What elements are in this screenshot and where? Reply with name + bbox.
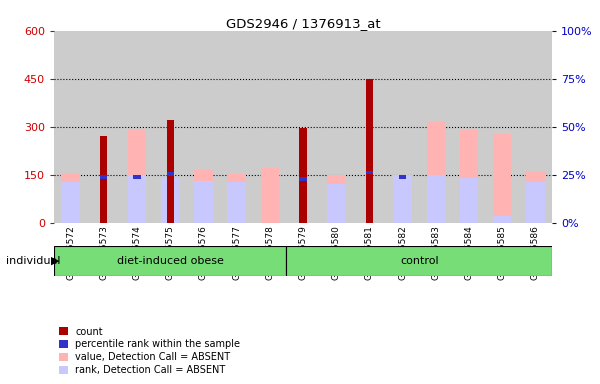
- Bar: [133, 175, 140, 179]
- Bar: [128, 175, 146, 223]
- Bar: [260, 168, 279, 223]
- Bar: [493, 216, 511, 223]
- Bar: [399, 175, 406, 179]
- Bar: [427, 175, 445, 223]
- Bar: [366, 170, 373, 174]
- Bar: [227, 174, 246, 223]
- Text: ▶: ▶: [51, 256, 59, 266]
- Bar: [286, 246, 552, 276]
- Bar: [460, 178, 478, 223]
- Bar: [327, 175, 346, 223]
- Text: individual: individual: [6, 256, 61, 266]
- Bar: [100, 175, 107, 179]
- Bar: [366, 79, 373, 223]
- Bar: [161, 178, 179, 223]
- Bar: [167, 120, 174, 223]
- Bar: [167, 172, 174, 176]
- Title: GDS2946 / 1376913_at: GDS2946 / 1376913_at: [226, 17, 380, 30]
- Bar: [460, 130, 478, 223]
- Bar: [394, 175, 412, 223]
- Bar: [194, 170, 212, 223]
- Text: diet-induced obese: diet-induced obese: [117, 256, 224, 266]
- Bar: [128, 129, 146, 223]
- Bar: [227, 182, 246, 223]
- Bar: [299, 128, 307, 223]
- Bar: [61, 173, 80, 223]
- Bar: [327, 184, 346, 223]
- Bar: [427, 122, 445, 223]
- Text: control: control: [400, 256, 439, 266]
- Bar: [299, 177, 307, 181]
- Bar: [54, 246, 286, 276]
- Bar: [526, 171, 545, 223]
- Bar: [100, 136, 107, 223]
- Legend: count, percentile rank within the sample, value, Detection Call = ABSENT, rank, : count, percentile rank within the sample…: [59, 326, 241, 375]
- Bar: [194, 181, 212, 223]
- Bar: [61, 182, 80, 223]
- Bar: [526, 182, 545, 223]
- Bar: [493, 134, 511, 223]
